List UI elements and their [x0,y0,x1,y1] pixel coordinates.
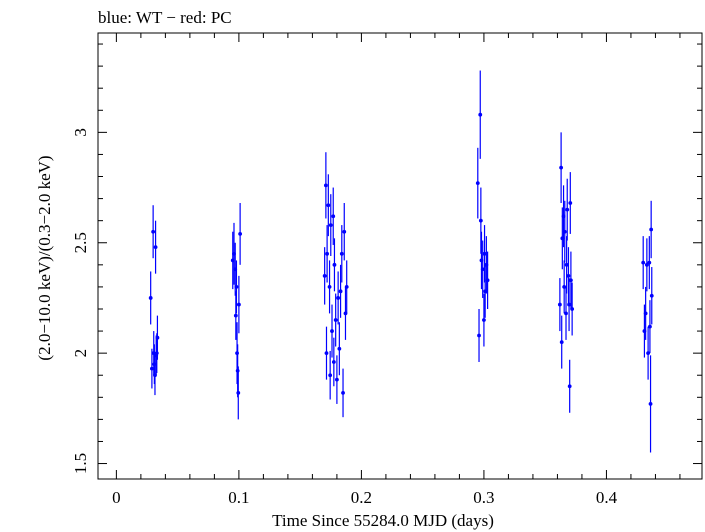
data-point [154,351,159,356]
data-point [332,262,337,267]
data-point [485,278,490,283]
data-point [151,229,156,234]
data-point [337,346,342,351]
data-point [643,311,648,316]
data-point [150,366,154,371]
data-point [331,360,336,364]
data-point [234,285,239,289]
data-point [566,273,571,278]
data-point [153,245,158,250]
data-point [557,302,562,307]
data-point [331,214,336,219]
data-point [333,318,338,322]
data-point [648,324,652,329]
y-tick-label: 2 [71,349,90,358]
data-point [569,278,573,283]
data-point [482,318,486,322]
data-point [478,112,483,117]
data-point [238,232,243,236]
data-point [649,227,654,232]
data-point [647,260,652,265]
data-point [336,296,341,300]
data-point [155,335,160,340]
x-tick-label: 0 [112,488,121,507]
x-tick-label: 0.4 [596,488,618,507]
data-point [235,351,239,356]
y-tick-label: 1.5 [71,453,90,474]
data-point [335,377,339,382]
data-point [646,351,650,356]
data-point [148,296,153,300]
data-point [641,260,646,265]
data-point [326,203,331,208]
data-point [328,373,333,378]
data-point [565,207,570,212]
data-point [568,201,573,205]
data-point [644,262,649,267]
data-point [324,351,329,356]
data-point [477,333,481,338]
data-point [322,273,327,278]
data-point [233,313,238,318]
x-tick-label: 0.3 [473,488,494,507]
data-point [559,340,564,345]
plot-frame [97,32,703,480]
data-point [339,251,344,256]
data-point [475,181,480,186]
data-point [341,390,345,395]
data-series-wt [148,70,654,453]
data-point [648,402,653,406]
data-point [342,229,347,234]
data-point [330,329,334,333]
axis-ticks [98,33,702,479]
data-point [567,302,571,307]
data-point [327,285,332,289]
x-tick-label: 0.2 [351,488,372,507]
x-tick-label: 0.1 [228,488,249,507]
data-point [325,251,330,256]
data-point [567,384,572,389]
data-point [236,302,241,307]
data-point [323,183,328,188]
x-axis-label: Time Since 55284.0 MJD (days) [272,511,494,530]
data-point [559,165,564,170]
y-axis-label: (2.0−10.0 keV)/(0.3−2.0 keV) [35,155,54,360]
tick-labels: 0 0.1 0.2 0.3 0.4 1.5 2 2.5 3 [71,128,618,507]
data-point [482,251,487,256]
data-point [570,307,575,311]
data-point [478,218,483,223]
data-point [564,262,569,267]
data-point [480,267,485,272]
data-point [564,311,568,316]
data-point [236,390,241,395]
data-point [338,289,343,294]
data-point [562,229,567,234]
y-tick-label: 2.5 [71,232,90,253]
data-point [649,293,654,298]
data-point [344,285,349,289]
data-point [562,285,567,289]
y-tick-label: 3 [71,128,90,137]
data-point [235,368,240,373]
chart-title: blue: WT − red: PC [98,8,232,27]
data-point [328,223,333,227]
